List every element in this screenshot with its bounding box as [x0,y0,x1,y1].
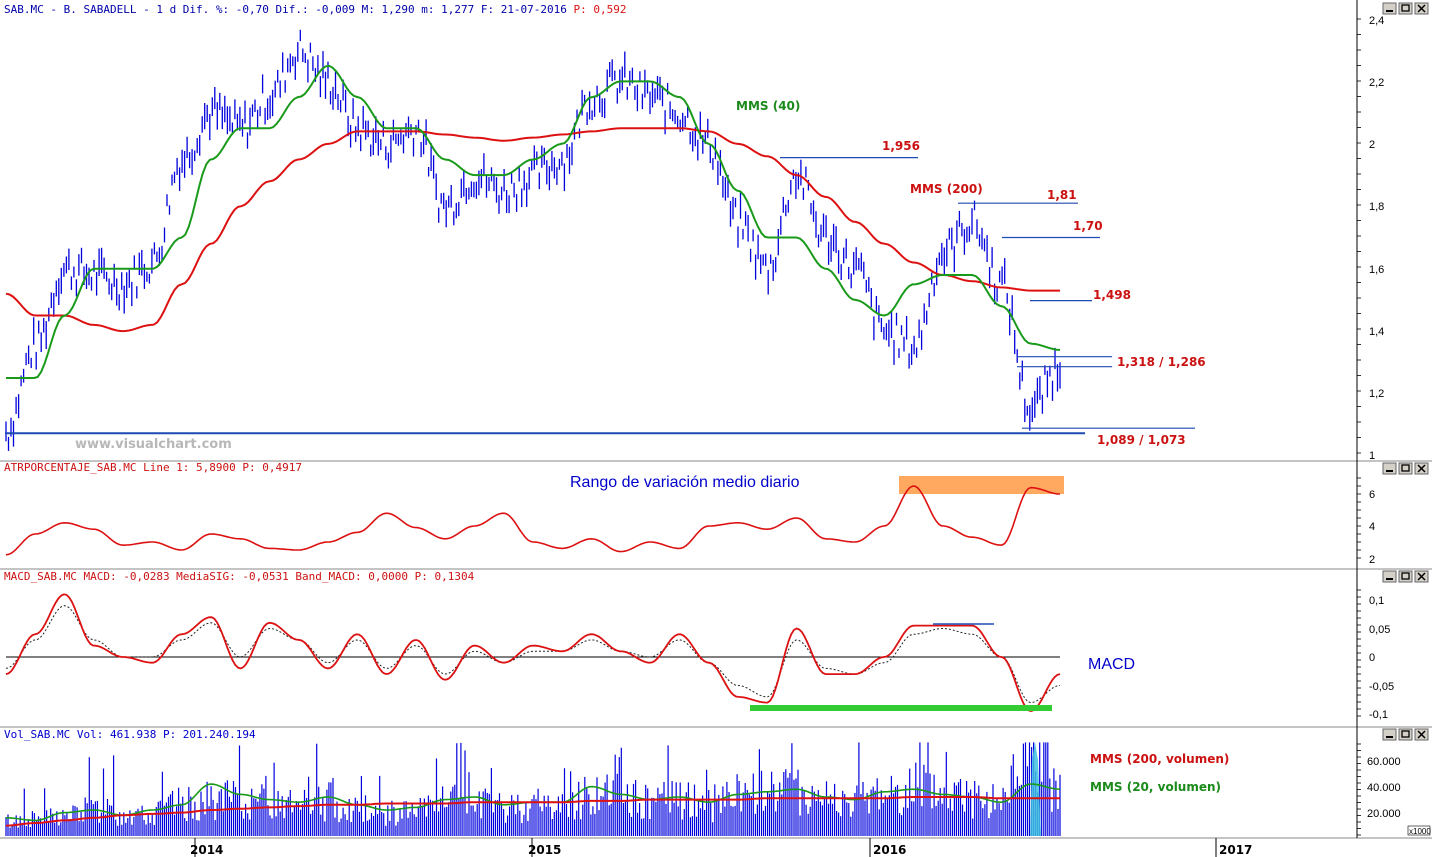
volume-y-ticks: 60.000 40.000 20.000 [1367,756,1401,820]
volume-scale: x1000 [1409,827,1431,836]
price-y-ticks: 2,4 2,2 2 1,8 1,6 1,4 1,2 1 [1369,15,1384,462]
volume-scale-box [1407,825,1431,836]
price-y-tick: 1,2 [1369,388,1384,400]
volume-minimize-button[interactable] [1382,728,1397,741]
atr-highlight-box [899,476,1064,494]
price-maximize-button[interactable] [1398,2,1413,15]
price-header-p: P: 0,592 [574,3,627,16]
macd-signal-line [5,605,1061,704]
volume-maximize-button[interactable] [1398,728,1413,741]
atr-minimize-button[interactable] [1382,462,1397,475]
price-y-tick: 1,4 [1369,326,1384,338]
volume-y-tick: 40.000 [1367,782,1401,794]
x-axis: 2014 2015 2016 2017 [190,838,1252,857]
macd-panel-controls [1382,570,1429,583]
price-y-tick: 1,8 [1369,201,1384,213]
macd-y-tick: 0,05 [1369,624,1390,636]
watermark: www.visualchart.com [75,437,232,452]
macd-minimize-button[interactable] [1382,570,1397,583]
atr-close-button[interactable] [1414,462,1429,475]
volume-panel-controls [1382,728,1429,741]
macd-y-tick: -0,05 [1369,681,1394,693]
macd-title: MACD [1088,656,1135,673]
level-170-label: 1,70 [1073,219,1103,233]
x-tick-2017: 2017 [1219,843,1252,857]
level-1089-label: 1,089 / 1,073 [1097,433,1186,447]
volume-y-tick: 60.000 [1367,756,1401,768]
price-y-tick: 1,6 [1369,264,1384,276]
mms40-label: MMS (40) [736,99,800,113]
macd-line [5,593,1061,713]
svg-text:SAB.MC - B. SABADELL - 1 d Dif: SAB.MC - B. SABADELL - 1 d Dif. %: -0,70… [4,3,627,16]
macd-close-button[interactable] [1414,570,1429,583]
price-y-tick: 2,4 [1369,15,1384,27]
mms40-line [6,64,1061,379]
mms200-label: MMS (200) [910,182,983,196]
price-close-button[interactable] [1414,2,1429,15]
atr-y-tick: 4 [1369,521,1375,533]
macd-y-tick: -0,1 [1369,709,1388,721]
vol-ma200-line [5,796,1060,827]
macd-maximize-button[interactable] [1398,570,1413,583]
x-tick-2016: 2016 [873,843,906,857]
vol-ma20-label: MMS (20, volumen) [1090,780,1221,794]
atr-title: Rango de variación medio diario [570,474,800,491]
price-minimize-button[interactable] [1382,2,1397,15]
volume-close-button[interactable] [1414,728,1429,741]
x-tick-2015: 2015 [528,843,561,857]
price-y-tick: 1 [1369,450,1375,462]
price-panel-controls [1382,2,1429,15]
atr-line [5,485,1061,556]
level-1318-label: 1,318 / 1,286 [1117,355,1206,369]
atr-panel-controls [1382,462,1429,475]
price-y-tick: 2 [1369,139,1375,151]
macd-y-tick: 0 [1369,652,1375,664]
atr-header: ATRPORCENTAJE_SAB.MC Line 1: 5,8900 P: 0… [4,461,302,474]
volume-header: Vol_SAB.MC Vol: 461.938 P: 201.240.194 [4,728,256,741]
level-1498-label: 1,498 [1093,288,1131,302]
volume-spike-highlight [1030,742,1041,836]
atr-maximize-button[interactable] [1398,462,1413,475]
level-1956-label: 1,956 [882,139,920,153]
atr-y-tick: 2 [1369,554,1375,566]
price-y-tick: 2,2 [1369,77,1384,89]
volume-y-tick: 20.000 [1367,808,1401,820]
level-181-label: 1,81 [1047,188,1077,202]
vol-ma200-label: MMS (200, volumen) [1090,752,1229,766]
macd-header: MACD_SAB.MC MACD: -0,0283 MediaSIG: -0,0… [4,570,475,583]
panel-frame [0,0,1432,839]
macd-y-tick: 0,1 [1369,595,1384,607]
mms200-line [5,127,1060,333]
macd-y-ticks: 0,1 0,05 0 -0,05 -0,1 [1369,595,1394,721]
atr-y-ticks: 6 4 2 [1369,489,1375,566]
x-tick-2014: 2014 [190,843,223,857]
atr-y-tick: 6 [1369,489,1375,501]
price-header: SAB.MC - B. SABADELL - 1 d Dif. %: -0,70… [4,3,574,16]
